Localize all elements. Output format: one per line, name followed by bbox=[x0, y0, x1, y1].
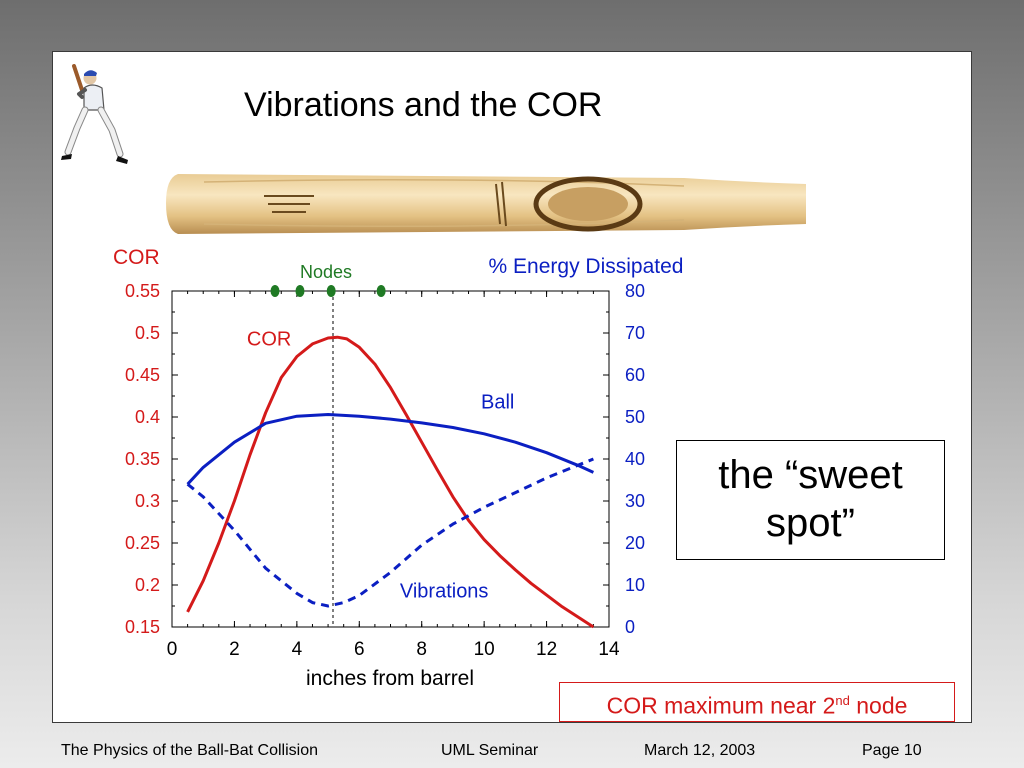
callout-suffix: node bbox=[849, 692, 908, 719]
cor-maximum-callout: COR maximum near 2nd node bbox=[559, 682, 955, 722]
y-left-tick-label: 0.2 bbox=[135, 575, 160, 595]
series-label-vibrations: Vibrations bbox=[400, 581, 489, 603]
footer-event: UML Seminar bbox=[441, 742, 539, 759]
x-tick-label: 4 bbox=[292, 639, 303, 660]
y-left-tick-label: 0.15 bbox=[125, 617, 160, 637]
y-right-tick-label: 20 bbox=[625, 533, 645, 553]
plot-area bbox=[171, 290, 610, 628]
node-marker bbox=[376, 285, 386, 297]
series-label-cor: COR bbox=[247, 329, 291, 351]
series-line-cor bbox=[186, 335, 595, 629]
x-axis-label: inches from barrel bbox=[306, 667, 474, 690]
node-marker bbox=[326, 285, 336, 297]
y-left-axis-label: COR bbox=[113, 246, 160, 269]
y-left-tick-label: 0.5 bbox=[135, 323, 160, 343]
y-right-tick-label: 80 bbox=[625, 281, 645, 301]
callout-text: COR maximum near 2 bbox=[606, 692, 836, 719]
x-tick-label: 2 bbox=[229, 639, 240, 660]
y-right-tick-label: 70 bbox=[625, 323, 645, 343]
series-line-ball bbox=[186, 413, 595, 486]
y-right-tick-label: 10 bbox=[625, 575, 645, 595]
y-left-tick-label: 0.45 bbox=[125, 365, 160, 385]
y-right-tick-label: 30 bbox=[625, 491, 645, 511]
y-left-tick-label: 0.3 bbox=[135, 491, 160, 511]
series-line-vibrations bbox=[186, 457, 594, 608]
y-right-tick-label: 50 bbox=[625, 407, 645, 427]
footer-page-number: Page 10 bbox=[862, 742, 922, 759]
y-right-tick-label: 60 bbox=[625, 365, 645, 385]
y-right-axis-label: % Energy Dissipated bbox=[489, 255, 684, 278]
baseball-batter-icon bbox=[61, 64, 128, 164]
slide-frame bbox=[52, 51, 972, 723]
callout-superscript: nd bbox=[835, 693, 850, 708]
y-right-tick-label: 40 bbox=[625, 449, 645, 469]
x-tick-label: 10 bbox=[474, 639, 495, 660]
y-right-tick-label: 0 bbox=[625, 617, 635, 637]
node-marker bbox=[295, 285, 305, 297]
footer: The Physics of the Ball-Bat Collision UM… bbox=[0, 738, 1024, 768]
x-tick-label: 6 bbox=[354, 639, 365, 660]
y-left-tick-label: 0.4 bbox=[135, 407, 160, 427]
node-marker bbox=[270, 285, 280, 297]
x-tick-label: 12 bbox=[536, 639, 557, 660]
sweet-spot-box: the “sweet spot” bbox=[676, 440, 945, 560]
footer-talk-title: The Physics of the Ball-Bat Collision bbox=[61, 742, 318, 759]
series-label-ball: Ball bbox=[481, 392, 514, 414]
baseball-bat-image bbox=[166, 174, 806, 234]
slide-title: Vibrations and the COR bbox=[244, 86, 603, 124]
y-left-tick-label: 0.55 bbox=[125, 281, 160, 301]
y-left-tick-label: 0.35 bbox=[125, 449, 160, 469]
x-tick-label: 14 bbox=[598, 639, 620, 660]
footer-date: March 12, 2003 bbox=[644, 742, 756, 759]
nodes-label: Nodes bbox=[300, 262, 352, 282]
y-left-tick-label: 0.25 bbox=[125, 533, 160, 553]
x-tick-label: 0 bbox=[167, 639, 178, 660]
x-tick-label: 8 bbox=[416, 639, 427, 660]
